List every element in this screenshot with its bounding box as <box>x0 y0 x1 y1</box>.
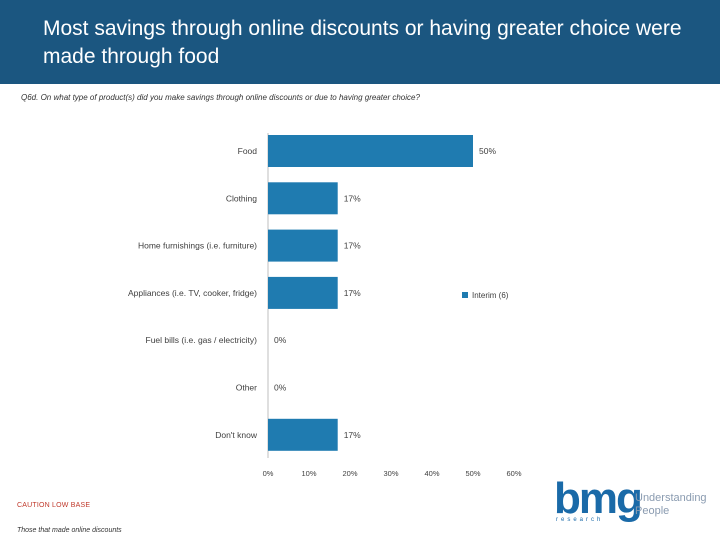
data-label: 50% <box>479 146 496 156</box>
data-label: 17% <box>344 430 361 440</box>
category-label: Appliances (i.e. TV, cooker, fridge) <box>128 288 257 298</box>
data-label: 0% <box>274 383 287 393</box>
category-label: Fuel bills (i.e. gas / electricity) <box>146 335 258 345</box>
legend-label: Interim (6) <box>472 291 509 300</box>
x-tick-label: 20% <box>342 469 357 478</box>
data-label: 17% <box>344 288 361 298</box>
bmg-logo: bmg research Understanding People <box>548 474 718 530</box>
bar <box>268 229 338 262</box>
data-label: 17% <box>344 241 361 251</box>
page-title: Most savings through online discounts or… <box>43 17 682 68</box>
bar <box>268 276 338 309</box>
x-tick-label: 10% <box>301 469 316 478</box>
category-label: Clothing <box>226 193 257 203</box>
x-tick-label: 60% <box>506 469 521 478</box>
bar <box>268 418 338 451</box>
data-label: 0% <box>274 335 287 345</box>
data-label: 17% <box>344 193 361 203</box>
bar <box>268 135 473 167</box>
logo-mark: bmg <box>554 474 643 523</box>
x-tick-label: 30% <box>383 469 398 478</box>
x-tick-label: 50% <box>465 469 480 478</box>
caution-note: CAUTION LOW BASE <box>17 502 91 509</box>
category-label: Other <box>236 383 257 393</box>
legend-swatch <box>462 292 468 298</box>
logo-research: research <box>556 517 604 523</box>
category-label: Don't know <box>215 430 258 440</box>
category-label: Food <box>238 146 258 156</box>
x-tick-label: 0% <box>263 469 274 478</box>
base-note: Those that made online discounts <box>17 527 122 534</box>
bar <box>268 182 338 215</box>
x-tick-label: 40% <box>424 469 439 478</box>
header-banner: Most savings through online discounts or… <box>0 0 720 84</box>
question-text: Q6d. On what type of product(s) did you … <box>21 93 420 102</box>
logo-tagline: Understanding People <box>635 492 707 517</box>
category-label: Home furnishings (i.e. furniture) <box>138 241 257 251</box>
